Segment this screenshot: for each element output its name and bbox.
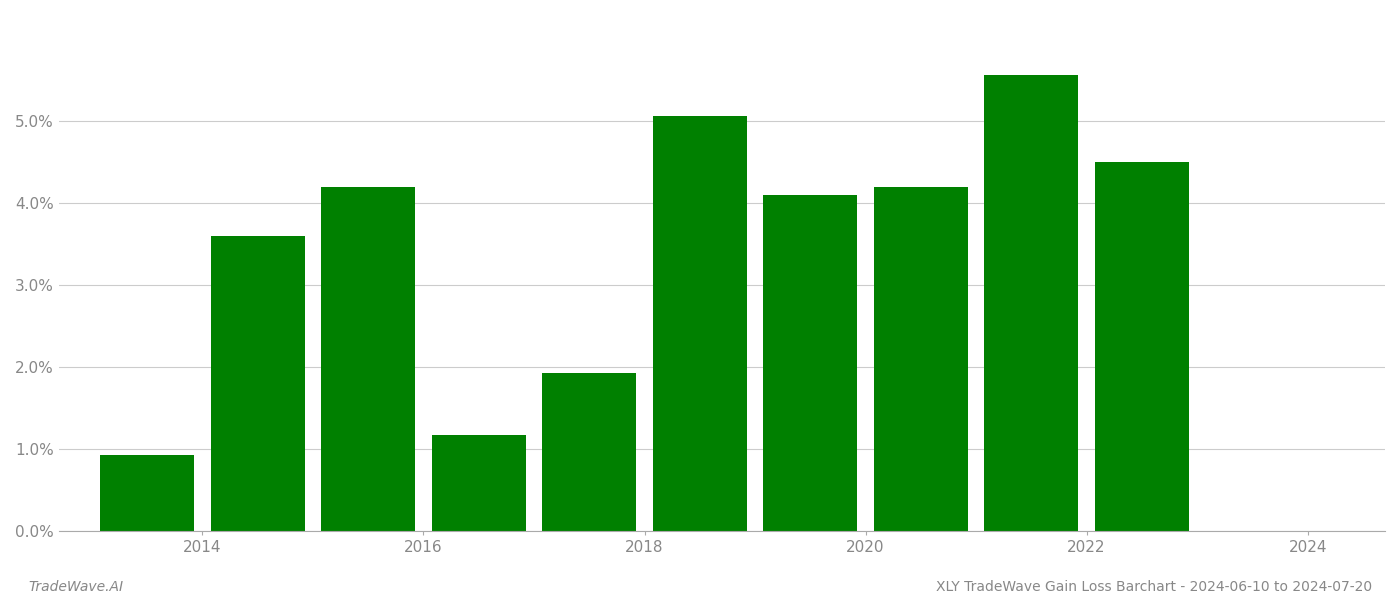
Text: XLY TradeWave Gain Loss Barchart - 2024-06-10 to 2024-07-20: XLY TradeWave Gain Loss Barchart - 2024-…: [935, 580, 1372, 594]
Text: TradeWave.AI: TradeWave.AI: [28, 580, 123, 594]
Bar: [1095, 163, 1189, 531]
Bar: [431, 435, 525, 531]
Bar: [984, 75, 1078, 531]
Bar: [101, 455, 195, 531]
Bar: [652, 116, 746, 531]
Bar: [211, 236, 305, 531]
Bar: [874, 187, 967, 531]
Bar: [542, 373, 636, 531]
Bar: [321, 187, 416, 531]
Bar: [763, 195, 857, 531]
